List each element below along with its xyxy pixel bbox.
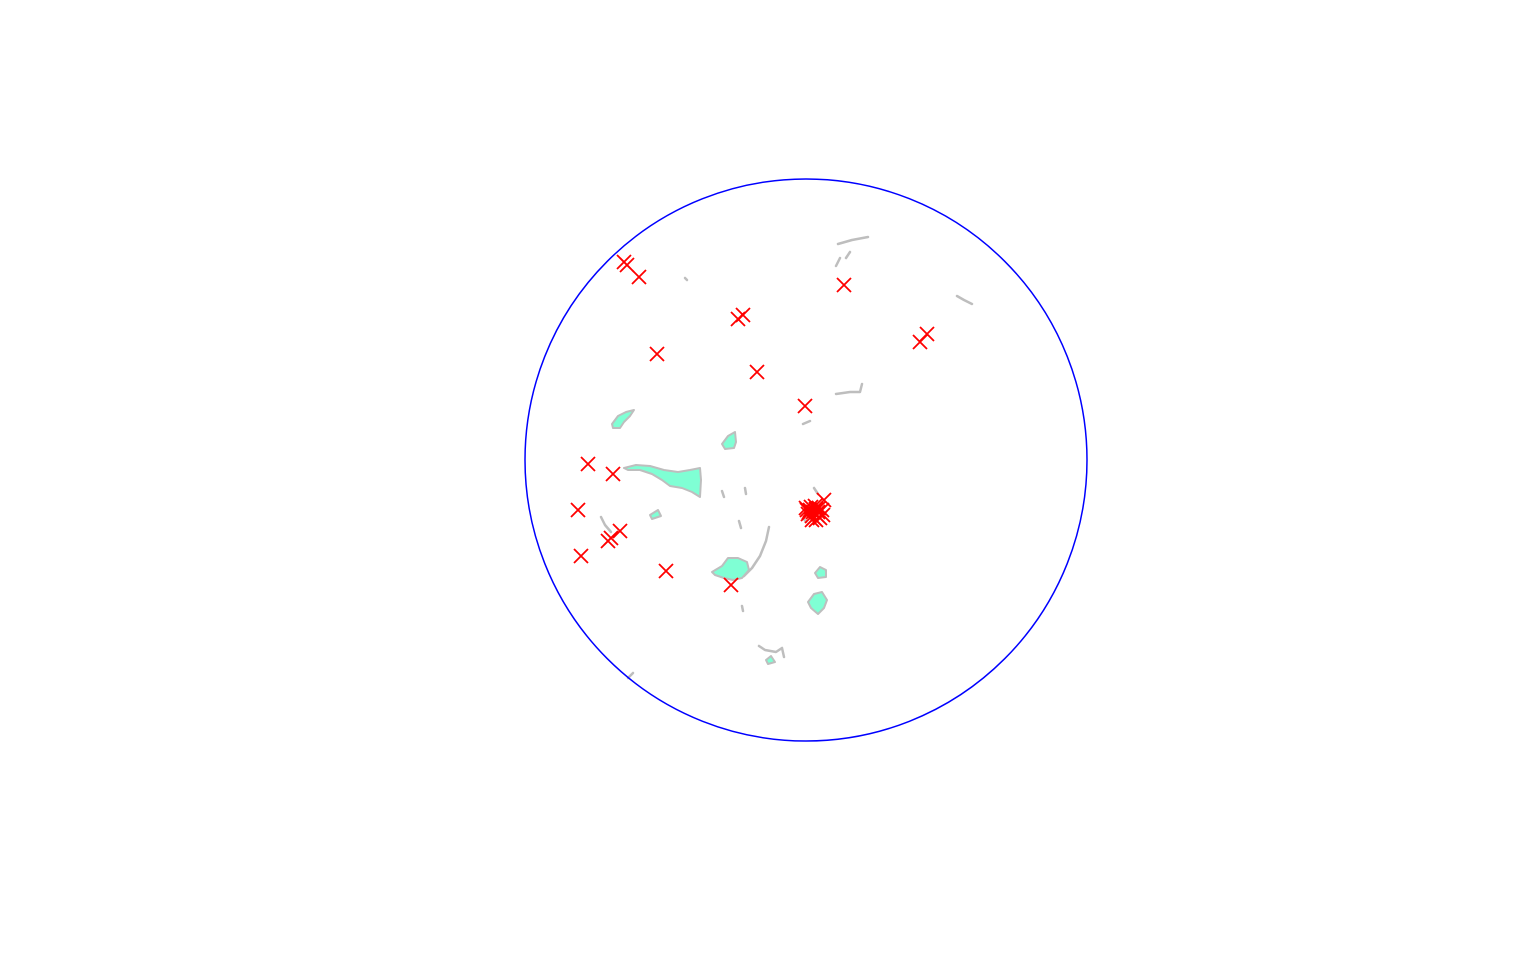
land-fragment bbox=[737, 517, 808, 530]
land-fragment bbox=[834, 382, 864, 396]
land-fragment bbox=[834, 250, 852, 268]
marker-x bbox=[580, 456, 596, 472]
land-island bbox=[649, 509, 662, 520]
marker-x bbox=[600, 533, 616, 549]
marker-x bbox=[658, 563, 674, 579]
marker-x bbox=[808, 501, 824, 517]
land-island bbox=[721, 431, 737, 450]
marker-x bbox=[723, 577, 739, 593]
marker-x bbox=[912, 334, 928, 350]
marker-x bbox=[749, 364, 765, 380]
land-fragment bbox=[626, 671, 635, 680]
land-fragment bbox=[836, 235, 870, 246]
land-features bbox=[599, 235, 974, 680]
land-island bbox=[807, 591, 828, 615]
land-island bbox=[814, 566, 827, 579]
marker-x bbox=[573, 548, 589, 564]
marker-layer bbox=[570, 254, 935, 593]
marker-x bbox=[836, 277, 852, 293]
land-island bbox=[765, 655, 776, 665]
marker-x bbox=[730, 311, 746, 327]
land-fragment bbox=[955, 294, 974, 306]
marker-x bbox=[612, 523, 628, 539]
marker-x bbox=[619, 257, 635, 273]
land-island bbox=[611, 409, 635, 429]
land-fragment bbox=[720, 486, 820, 499]
land-fragment bbox=[683, 276, 689, 282]
marker-x bbox=[605, 466, 621, 482]
land-island bbox=[623, 464, 702, 498]
land-fragment bbox=[757, 644, 786, 659]
land-island bbox=[711, 557, 750, 581]
boundary-circle bbox=[524, 178, 1088, 742]
land-fragment bbox=[801, 419, 812, 426]
marker-x bbox=[631, 269, 647, 285]
marker-x bbox=[797, 398, 813, 414]
land-fragment bbox=[599, 515, 613, 534]
marker-x bbox=[570, 502, 586, 518]
marker-x bbox=[804, 512, 820, 528]
marker-x bbox=[649, 346, 665, 362]
land-fragment bbox=[740, 604, 745, 613]
